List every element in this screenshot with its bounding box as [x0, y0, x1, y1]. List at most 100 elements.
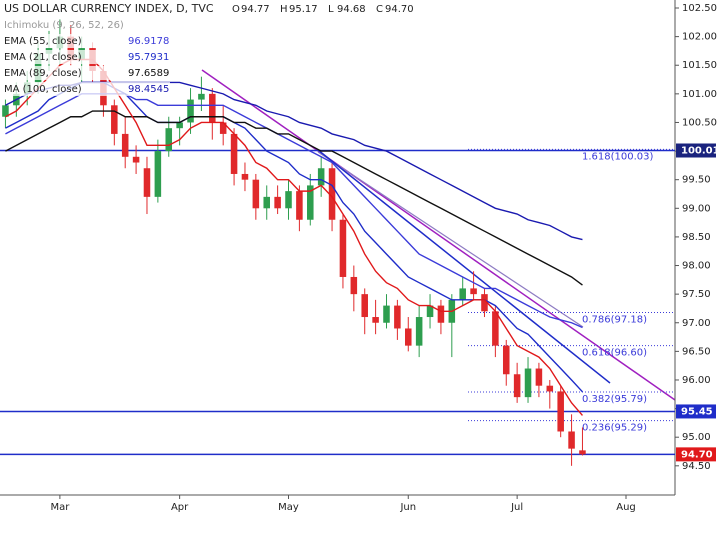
candle-body: [470, 288, 477, 295]
legend-name: EMA (21, close): [4, 52, 82, 63]
ohlc-key: L: [328, 4, 334, 15]
candle-body: [296, 191, 303, 220]
candle-body: [241, 173, 249, 180]
ohlc-key: C: [376, 4, 383, 15]
price-box-label: 100.01: [681, 146, 720, 157]
plot: 94.5095.0095.5096.0096.5097.0097.5098.00…: [0, 3, 720, 513]
candle-body: [111, 105, 118, 134]
trendline: [317, 151, 584, 328]
indicator-name: Ichimoku (9, 26, 52, 26): [4, 20, 124, 31]
candle-body: [372, 317, 379, 323]
ohlc-value: 94.70: [385, 4, 414, 15]
x-tick-label: Mar: [50, 502, 70, 513]
candle-body: [361, 294, 368, 318]
candle-body: [568, 431, 575, 449]
x-tick-label: May: [278, 502, 299, 513]
ohlc-value: 95.17: [289, 4, 318, 15]
fib-label: 0.618(96.60): [582, 348, 647, 359]
price-box-label: 95.45: [681, 406, 713, 417]
y-tick-label: 97.00: [682, 318, 711, 329]
fib-label: 0.236(95.29): [582, 423, 647, 434]
candle-body: [502, 345, 510, 375]
ohlc-value: 94.77: [241, 4, 270, 15]
candle-body: [524, 368, 532, 398]
ohlc-key: O: [232, 4, 240, 15]
indicator-line: [5, 110, 583, 286]
candle-body: [328, 168, 336, 220]
candle-body: [426, 305, 434, 318]
candle-body: [405, 328, 412, 346]
candle-body: [317, 168, 325, 186]
y-tick-label: 99.50: [682, 175, 711, 186]
legend: US DOLLAR CURRENCY INDEX, D, TVC O 94.77 H…: [0, 0, 414, 96]
ohlc-value: 94.68: [337, 4, 366, 15]
price-box: [676, 447, 716, 462]
candle-body: [209, 93, 216, 123]
x-tick-label: Jun: [399, 502, 416, 513]
candle-body: [546, 385, 554, 392]
candle-body: [165, 128, 173, 152]
candle-body: [307, 185, 314, 220]
y-tick-label: 98.00: [682, 261, 711, 272]
legend-value: 95.7931: [128, 52, 169, 63]
y-tick-label: 96.00: [682, 375, 711, 386]
candle-body: [132, 156, 140, 163]
legend-bg: [0, 34, 170, 48]
candle-body: [121, 133, 129, 157]
legend-name: MA (100, close): [4, 84, 82, 95]
y-tick-label: 102.50: [682, 3, 717, 14]
candle-body: [263, 196, 270, 209]
legend-name: EMA (55, close): [4, 36, 82, 47]
candle-body: [285, 191, 292, 209]
y-tick-label: 100.50: [682, 117, 717, 128]
y-tick-label: 94.50: [682, 461, 711, 472]
trendline: [317, 149, 611, 384]
ohlc-key: H: [280, 4, 288, 15]
y-tick-label: 101.00: [682, 89, 717, 100]
legend-value: 96.9178: [128, 36, 169, 47]
fib-label: 0.382(95.79): [582, 394, 647, 405]
candle-body: [230, 133, 238, 174]
candle-body: [187, 99, 194, 123]
legend-bg: [0, 82, 170, 96]
fib-label: 1.618(100.03): [582, 151, 654, 162]
legend-value: 97.6589: [128, 68, 169, 79]
x-tick-label: Apr: [171, 502, 189, 513]
legend-bg: [0, 0, 270, 17]
candle-body: [274, 196, 281, 209]
price-box: [676, 404, 716, 419]
candle-body: [437, 305, 445, 323]
legend-bg: [0, 50, 170, 64]
candle-body: [252, 179, 260, 209]
candle-body: [394, 305, 401, 329]
fib-label: 0.786(97.18): [582, 314, 647, 325]
candle-body: [350, 276, 358, 295]
candle-body: [579, 450, 586, 455]
price-box: [676, 143, 716, 158]
x-tick-label: Aug: [616, 502, 636, 513]
y-tick-label: 95.00: [682, 432, 711, 443]
candle-body: [198, 93, 205, 100]
candle-body: [383, 305, 390, 323]
candle-body: [2, 105, 9, 117]
y-tick-label: 102.00: [682, 32, 717, 43]
legend-value: 98.4545: [128, 84, 169, 95]
y-tick-label: 97.50: [682, 289, 711, 300]
candle-body: [143, 168, 151, 197]
y-tick-label: 101.50: [682, 60, 717, 71]
candle-body: [513, 374, 521, 398]
candle-body: [415, 317, 423, 346]
candle-body: [535, 368, 543, 386]
chart-title: US DOLLAR CURRENCY INDEX, D, TVC: [4, 2, 214, 15]
price-box-label: 94.70: [681, 449, 713, 460]
y-tick-label: 96.50: [682, 346, 711, 357]
y-tick-label: 98.50: [682, 232, 711, 243]
trendline: [201, 69, 676, 401]
candle-body: [481, 294, 488, 312]
y-tick-label: 99.00: [682, 203, 711, 214]
candle-body: [459, 288, 466, 300]
legend-bg: [0, 66, 170, 80]
candle-body: [492, 311, 499, 346]
